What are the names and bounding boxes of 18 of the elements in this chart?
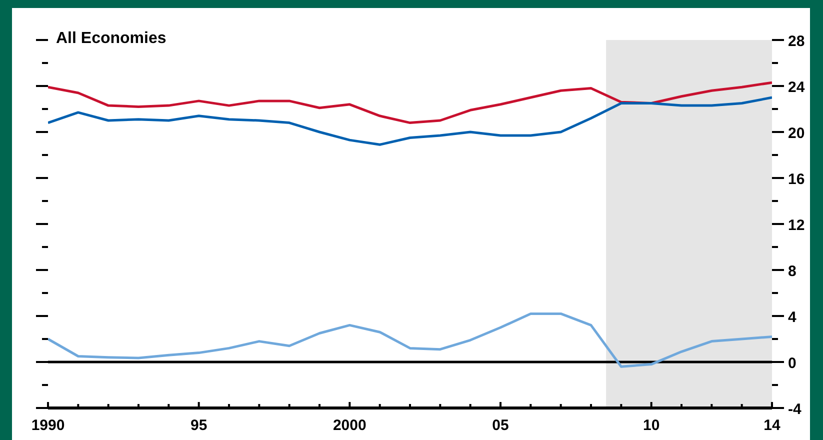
y-tick-label: 12 <box>788 217 805 234</box>
x-tick-label: 2000 <box>332 417 366 434</box>
line-series <box>48 81 772 124</box>
y-tick-label: 8 <box>788 263 796 280</box>
y-tick-label: 4 <box>788 309 797 326</box>
x-tick-label: 95 <box>190 417 208 434</box>
x-tick-label: 1990 <box>31 417 65 434</box>
y-tick-label: 16 <box>788 171 805 188</box>
line-series <box>48 96 772 146</box>
x-tick-label: 10 <box>642 417 660 434</box>
y-tick-label: 20 <box>788 125 805 142</box>
x-tick-label: 14 <box>764 417 781 434</box>
y-tick-label: 0 <box>788 355 796 372</box>
chart-title: All Economies <box>56 30 166 48</box>
x-tick-label: 05 <box>492 417 509 434</box>
y-tick-label: 28 <box>788 33 805 50</box>
y-tick-label: 24 <box>788 79 806 96</box>
y-tick-label: -4 <box>788 401 802 418</box>
